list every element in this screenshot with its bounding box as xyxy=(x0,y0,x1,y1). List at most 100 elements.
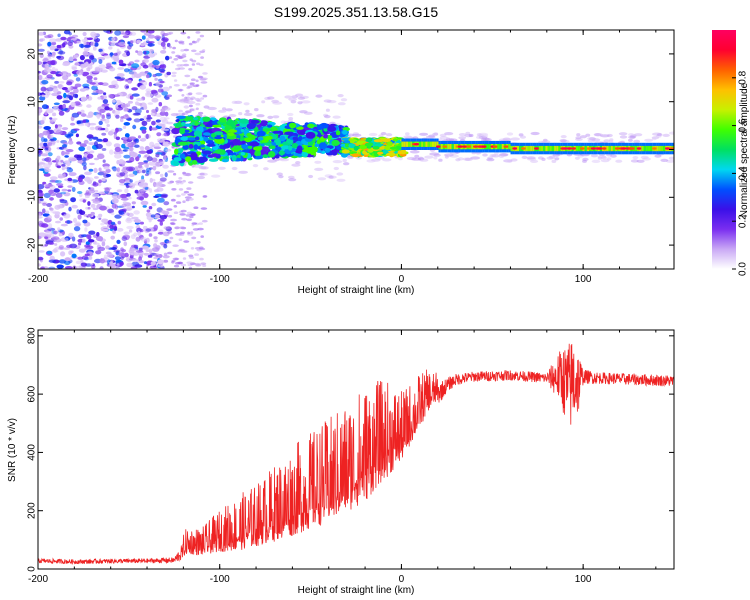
y-tick-label: 600 xyxy=(27,385,38,402)
heatmap-cell xyxy=(137,161,145,166)
heatmap-cell xyxy=(105,251,112,255)
heatmap-cell xyxy=(287,145,293,151)
heatmap-cell xyxy=(99,266,104,269)
heatmap-cell xyxy=(344,143,350,148)
heatmap-cell xyxy=(179,128,186,135)
heatmap-cell xyxy=(75,221,81,225)
heatmap-cell xyxy=(615,159,623,163)
heatmap-cell xyxy=(49,207,54,211)
heatmap-cell xyxy=(587,139,596,143)
heatmap-cell xyxy=(101,148,107,151)
heatmap-cell xyxy=(336,172,344,176)
heatmap-cell xyxy=(196,248,202,252)
heatmap-cell xyxy=(140,42,145,47)
heatmap-cell xyxy=(120,103,129,109)
heatmap-cell xyxy=(185,172,192,177)
heatmap-cell xyxy=(296,126,304,130)
heatmap-cell xyxy=(53,102,60,106)
heatmap-cell xyxy=(267,159,277,163)
heatmap-cell xyxy=(160,108,166,113)
heatmap-cell xyxy=(129,71,137,75)
heatmap-cell xyxy=(153,224,158,230)
x-tick-label: 0 xyxy=(399,574,405,585)
heatmap-cell xyxy=(98,170,107,176)
heatmap-cell xyxy=(71,253,77,259)
heatmap-cell xyxy=(119,172,126,177)
heatmap-cell xyxy=(73,226,81,232)
heatmap-cell xyxy=(60,191,67,195)
heatmap-cell xyxy=(499,144,502,150)
heatmap-cell xyxy=(423,141,426,147)
heatmap-cell xyxy=(601,147,607,150)
heatmap-cell xyxy=(94,42,99,47)
heatmap-cell xyxy=(218,109,227,113)
heatmap-cell xyxy=(159,177,167,182)
heatmap-cell xyxy=(562,147,568,150)
heatmap-cell xyxy=(58,81,65,84)
heatmap-cell xyxy=(151,157,158,163)
heatmap-cell xyxy=(200,97,205,100)
heatmap-cell xyxy=(133,244,139,249)
heatmap-cell xyxy=(149,177,153,183)
heatmap-cell xyxy=(206,123,212,127)
heatmap-cell xyxy=(120,197,129,201)
heatmap-cell xyxy=(231,100,238,104)
heatmap-cell xyxy=(54,80,59,84)
heatmap-cell xyxy=(87,111,94,117)
heatmap-cell xyxy=(132,124,137,130)
heatmap-cell xyxy=(188,92,193,95)
heatmap-cell xyxy=(112,166,117,172)
heatmap-cell xyxy=(48,189,54,194)
heatmap-cell xyxy=(178,261,183,265)
snr-panel: -200 -100 0 100 0 200 400 600 800 Height of stra… xyxy=(7,327,675,596)
heatmap-cell xyxy=(108,67,116,72)
heatmap-cell xyxy=(102,99,109,104)
y-tick-label: 200 xyxy=(27,502,38,519)
heatmap-cell xyxy=(579,147,585,150)
heatmap-cell xyxy=(84,194,90,199)
heatmap-cell xyxy=(38,125,43,129)
heatmap-cell xyxy=(139,80,143,84)
heatmap-cell xyxy=(512,147,518,150)
heatmap-cell xyxy=(560,135,567,139)
heatmap-cell xyxy=(545,145,548,152)
heatmap-cell xyxy=(81,39,89,43)
heatmap-cell xyxy=(101,95,107,100)
heatmap-cell xyxy=(60,223,68,227)
heatmap-cell xyxy=(73,54,79,58)
heatmap-cell xyxy=(114,153,122,159)
heatmap-cell xyxy=(82,88,90,91)
heatmap-cell xyxy=(39,142,45,148)
heatmap-cell xyxy=(78,248,86,253)
heatmap-cell xyxy=(113,226,118,231)
heatmap-cell xyxy=(288,117,294,121)
heatmap-cell xyxy=(316,124,323,130)
heatmap-cell xyxy=(98,59,103,64)
heatmap-cell xyxy=(67,86,72,92)
heatmap-cell xyxy=(327,135,332,139)
heatmap-cell xyxy=(51,236,60,241)
heatmap-cell xyxy=(336,145,342,150)
heatmap-cell xyxy=(74,83,82,88)
heatmap-cell xyxy=(41,104,49,110)
heatmap-cell xyxy=(84,227,88,232)
heatmap-cell xyxy=(62,103,67,109)
heatmap-cell xyxy=(58,259,67,264)
heatmap-cell xyxy=(152,52,158,56)
y-tick-label: 0 xyxy=(27,566,38,572)
heatmap-cell xyxy=(123,241,128,247)
heatmap-cell xyxy=(77,256,84,260)
heatmap-cell xyxy=(471,144,474,150)
heatmap-cell xyxy=(159,215,167,220)
heatmap-cell xyxy=(115,266,120,269)
heatmap-cell xyxy=(147,30,155,34)
heatmap-cell xyxy=(399,153,407,157)
heatmap-cell xyxy=(660,145,664,152)
heatmap-cell xyxy=(566,147,572,150)
heatmap-cell xyxy=(43,163,51,169)
heatmap-cell xyxy=(106,124,110,127)
heatmap-cell xyxy=(410,141,413,147)
heatmap-cell xyxy=(530,145,533,152)
heatmap-cell xyxy=(378,146,385,150)
heatmap-cell xyxy=(76,209,80,215)
